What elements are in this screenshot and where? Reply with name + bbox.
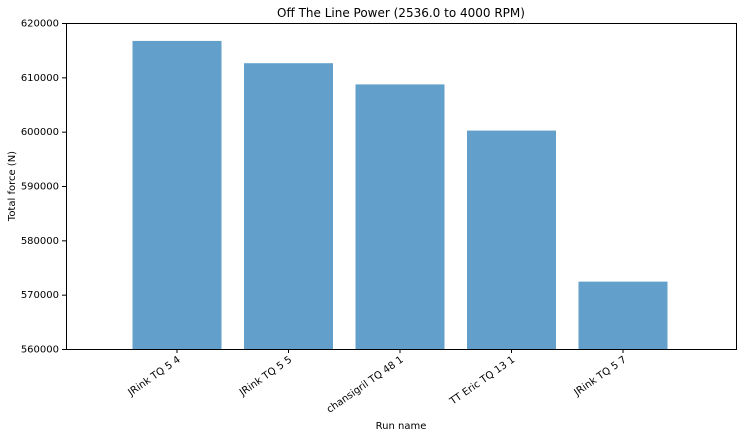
y-tick-label: 620000 — [21, 19, 59, 30]
bars-group — [132, 40, 668, 350]
plot-frame — [66, 23, 737, 350]
y-axis-ticks: 560000 570000 580000 590000 600000 610000 6200… — [21, 19, 66, 356]
y-axis-label: Total force (N) — [7, 151, 18, 222]
x-tick-label: JRink TQ 5 7 — [572, 354, 629, 399]
y-tick-label: 600000 — [21, 127, 59, 138]
y-tick-label: 590000 — [21, 182, 59, 193]
y-tick-label: 570000 — [21, 290, 59, 301]
bar — [244, 63, 333, 349]
bar — [355, 84, 445, 349]
y-tick-label: 580000 — [21, 236, 59, 247]
x-tick-label: chansigril TQ 48 1 — [325, 354, 406, 415]
x-axis-ticks: JRink TQ 5 4 JRink TQ 5 5 chansigril TQ 48… — [126, 349, 629, 416]
x-tick-label: TT Eric TQ 13 1 — [447, 354, 517, 407]
y-tick-label: 560000 — [21, 345, 59, 356]
y-tick-label: 610000 — [21, 73, 59, 84]
chart-title: Off The Line Power (2536.0 to 4000 RPM) — [277, 6, 525, 20]
bar — [467, 130, 556, 349]
x-tick-label: JRink TQ 5 4 — [126, 354, 183, 399]
x-axis-label: Run name — [376, 421, 427, 432]
x-tick-label: JRink TQ 5 5 — [237, 354, 294, 399]
bar — [578, 281, 668, 349]
bar — [132, 40, 222, 350]
